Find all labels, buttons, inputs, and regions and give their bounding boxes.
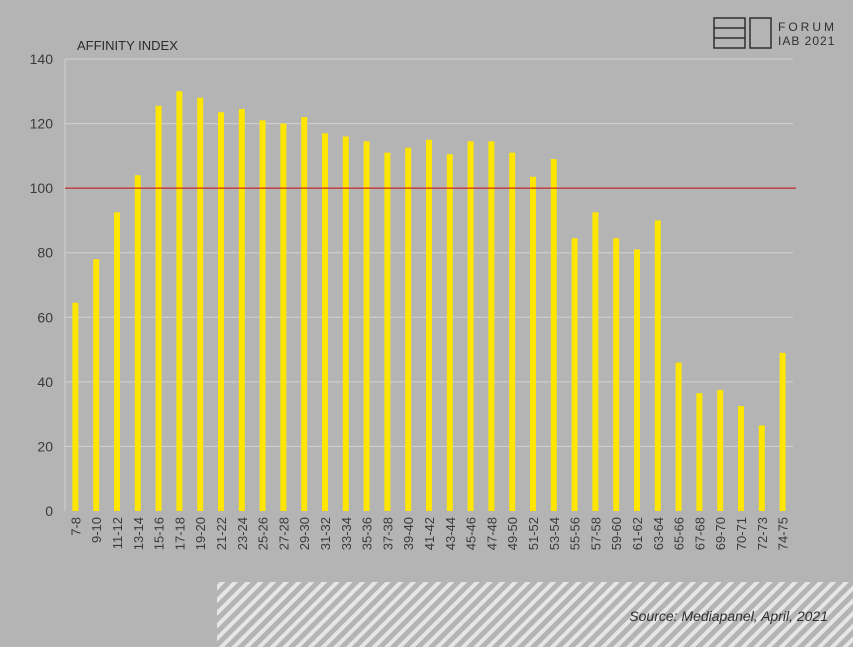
bar-74-75 xyxy=(779,352,786,511)
x-tick-label: 43-44 xyxy=(443,517,458,550)
x-tick-label: 9-10 xyxy=(89,517,104,543)
bar-70-71 xyxy=(738,406,744,511)
x-tick-label: 25-26 xyxy=(256,517,271,550)
bar-29-30 xyxy=(301,117,308,511)
x-tick-label: 29-30 xyxy=(297,517,312,550)
bar-51-52 xyxy=(530,176,536,512)
bar-31-32 xyxy=(322,133,328,511)
x-tick-label: 53-54 xyxy=(547,517,562,550)
x-tick-label: 59-60 xyxy=(609,517,624,550)
y-tick-label: 40 xyxy=(37,374,53,390)
y-axis-ticks: 0 20 40 60 80 100 120 140 xyxy=(30,51,54,519)
bar-41-42 xyxy=(426,139,432,511)
bar-35-36 xyxy=(363,141,370,512)
bar-43-44 xyxy=(446,154,453,511)
bar-67-68 xyxy=(696,393,703,511)
x-tick-label: 61-62 xyxy=(630,517,645,550)
bar-55-56 xyxy=(571,238,578,511)
x-tick-label: 51-52 xyxy=(526,517,541,550)
bar-23-24 xyxy=(238,109,245,512)
y-tick-label: 0 xyxy=(45,503,53,519)
x-tick-label: 39-40 xyxy=(401,517,416,550)
y-tick-label: 140 xyxy=(30,51,54,67)
bar-72-73 xyxy=(758,425,765,511)
y-tick-label: 20 xyxy=(37,438,53,454)
x-tick-label: 49-50 xyxy=(505,517,520,550)
x-tick-label: 7-8 xyxy=(68,517,83,536)
hatched-footer-band xyxy=(217,582,853,647)
bar-63-64 xyxy=(654,220,661,511)
bar-53-54 xyxy=(550,159,557,512)
x-tick-label: 72-73 xyxy=(755,517,770,550)
bar-47-48 xyxy=(488,141,495,512)
bar-59-60 xyxy=(613,238,620,511)
bar-45-46 xyxy=(467,141,474,512)
bar-15-16 xyxy=(155,105,162,512)
x-tick-label: 19-20 xyxy=(193,517,208,550)
x-tick-label: 65-66 xyxy=(672,517,687,550)
x-tick-label: 37-38 xyxy=(380,517,395,550)
x-tick-label: 67-68 xyxy=(692,517,707,550)
bar-19-20 xyxy=(197,97,204,511)
x-tick-label: 74-75 xyxy=(776,517,791,550)
x-tick-label: 13-14 xyxy=(131,517,146,550)
x-tick-label: 63-64 xyxy=(651,517,666,550)
x-tick-label: 21-22 xyxy=(214,517,229,550)
x-tick-label: 33-34 xyxy=(339,517,354,550)
bar-series xyxy=(72,91,786,512)
bar-57-58 xyxy=(592,212,599,511)
x-tick-label: 23-24 xyxy=(235,517,250,550)
x-tick-label: 35-36 xyxy=(360,517,375,550)
bar-11-12 xyxy=(114,212,120,511)
y-axis-title: AFFINITY INDEX xyxy=(77,38,178,53)
x-tick-label: 69-70 xyxy=(713,517,728,550)
bar-9-10 xyxy=(93,259,100,511)
bar-37-38 xyxy=(384,152,391,511)
x-tick-label: 31-32 xyxy=(318,517,333,550)
x-tick-label: 45-46 xyxy=(464,517,479,550)
x-axis-ticks: 7-8 9-10 11-12 13-14 15-16 17-18 19-20 21-22 23-… xyxy=(68,517,790,550)
bar-39-40 xyxy=(405,147,412,512)
x-tick-label: 70-71 xyxy=(734,517,749,550)
bar-7-8 xyxy=(72,302,79,511)
x-tick-label: 17-18 xyxy=(172,517,187,550)
bar-69-70 xyxy=(717,389,724,511)
bar-17-18 xyxy=(176,91,183,512)
bar-25-26 xyxy=(259,120,266,511)
forum-logo: FORUM IAB 2021 xyxy=(713,17,837,49)
bar-33-34 xyxy=(342,136,349,511)
logo-line-forum: FORUM xyxy=(778,20,837,34)
bar-27-28 xyxy=(280,123,287,512)
y-tick-label: 80 xyxy=(37,245,53,261)
logo-line-iab: IAB 2021 xyxy=(778,34,835,48)
bar-65-66 xyxy=(675,362,682,511)
x-tick-label: 15-16 xyxy=(152,517,167,550)
x-tick-label: 55-56 xyxy=(568,517,583,550)
y-tick-label: 60 xyxy=(37,309,53,325)
y-tick-label: 100 xyxy=(30,180,54,196)
y-tick-label: 120 xyxy=(30,116,54,132)
x-tick-label: 41-42 xyxy=(422,517,437,550)
bar-61-62 xyxy=(634,249,640,511)
bar-21-22 xyxy=(218,112,224,512)
x-tick-label: 27-28 xyxy=(276,517,291,550)
x-tick-label: 47-48 xyxy=(484,517,499,550)
x-tick-label: 57-58 xyxy=(588,517,603,550)
bar-49-50 xyxy=(509,152,516,511)
x-tick-label: 11-12 xyxy=(110,517,125,549)
bar-13-14 xyxy=(134,175,141,511)
source-note: Source: Mediapanel, April, 2021 xyxy=(629,608,828,624)
forum-logo-icon xyxy=(713,17,772,49)
